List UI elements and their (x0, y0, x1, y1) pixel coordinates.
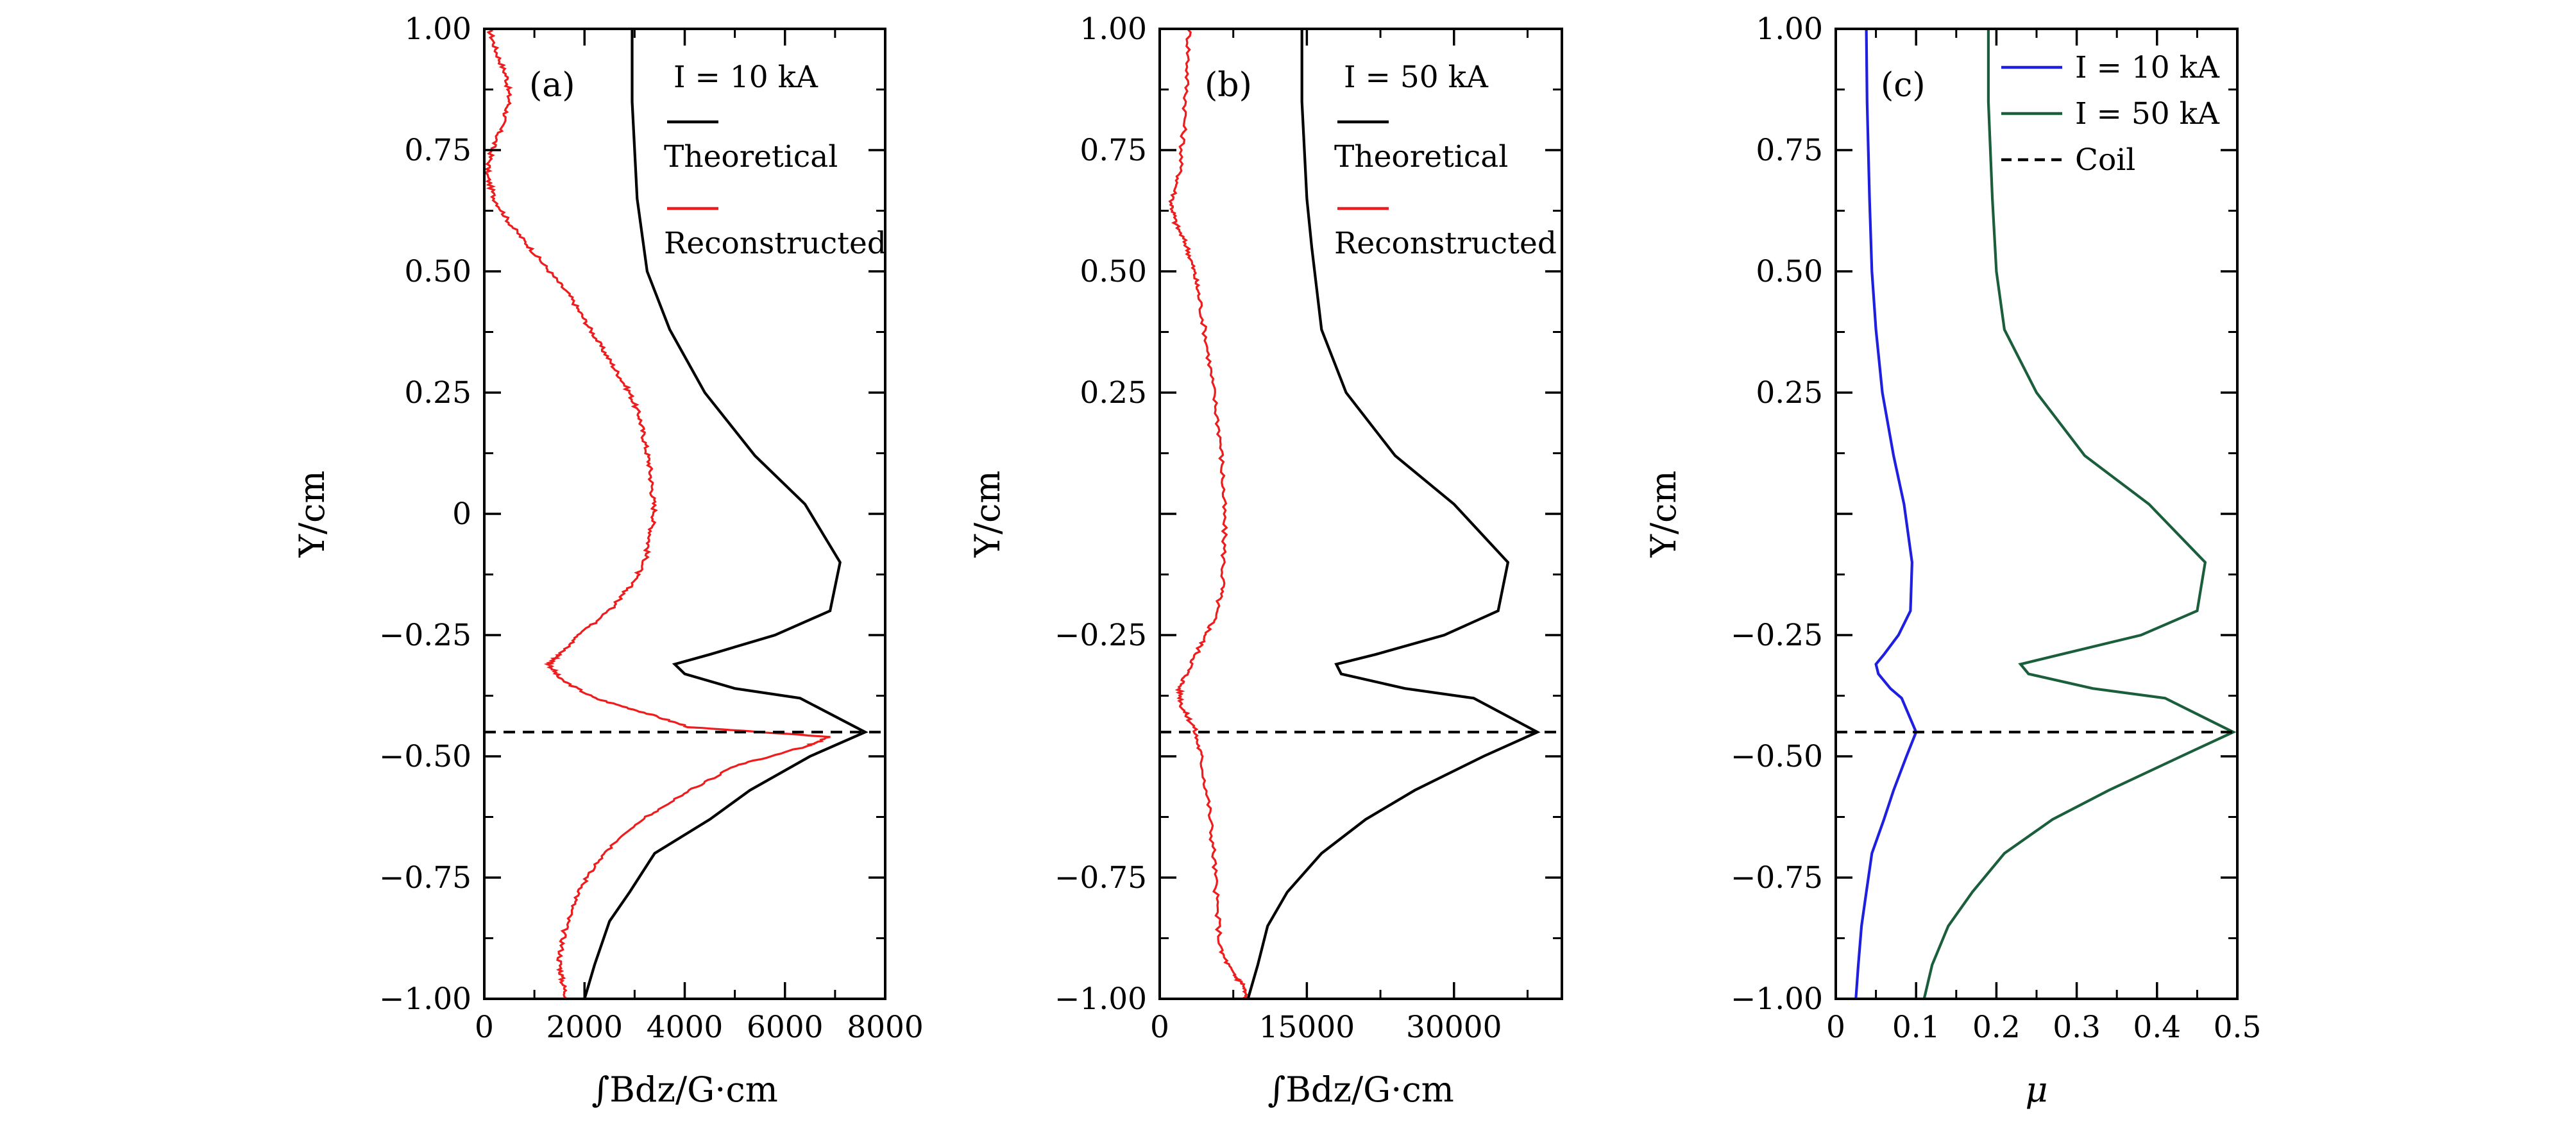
x-tick-label: 0.4 (2133, 1010, 2181, 1045)
legend-title: I = 10 kA (674, 60, 818, 95)
y-tick-label: 1.00 (1756, 12, 1823, 47)
y-tick-label: −0.75 (1731, 860, 1823, 896)
panel-label: (b) (1205, 66, 1252, 105)
x-tick-label: 8000 (847, 1010, 924, 1045)
legend-label: Reconstructed (664, 226, 886, 261)
y-tick-label: 0.25 (1080, 375, 1147, 411)
x-tick-label: 0 (1826, 1010, 1845, 1045)
legend-label: I = 50 kA (2075, 96, 2220, 132)
y-tick-label: 0.25 (404, 375, 471, 411)
series-line-reconstructed (484, 29, 831, 999)
y-tick-label: −1.00 (379, 982, 471, 1017)
series-line-i-50-ka (1922, 29, 2237, 999)
plot-frame (1835, 28, 2239, 1000)
legend-label: Theoretical (664, 139, 838, 174)
series-line-theoretical (1246, 29, 1541, 999)
x-tick-label: 0.3 (2053, 1010, 2101, 1045)
x-tick-label: 2000 (546, 1010, 623, 1045)
x-tick-label: 0.5 (2214, 1010, 2262, 1045)
y-tick-label: 0.75 (404, 133, 471, 168)
y-tick-label: 1.00 (404, 12, 471, 47)
x-axis-label: ∫Bdz/G·cm (1267, 1069, 1454, 1110)
x-tick-label: 0.2 (1972, 1010, 2021, 1045)
y-tick-label: −0.50 (1731, 739, 1823, 774)
x-tick-label: 15000 (1259, 1010, 1355, 1045)
series-line-i-10-ka (1854, 29, 1918, 999)
panel-label: (c) (1881, 66, 1926, 105)
y-tick-label: −0.25 (379, 618, 471, 653)
legend-label: Theoretical (1334, 139, 1508, 174)
panel-a: −1.00 −0.75 −0.50 −0.25 0 0.25 0.50 0.75 1.00 0 20… (292, 12, 924, 1110)
y-tick-label: −0.75 (1055, 860, 1147, 896)
y-tick-label: 1.00 (1080, 12, 1147, 47)
legend-label: I = 10 kA (2075, 50, 2220, 85)
y-tick-label: −0.75 (379, 860, 471, 896)
x-axis-label: μ (2025, 1069, 2047, 1110)
y-tick-label: 0 (452, 497, 471, 532)
panel-c: −1.00 −0.75 −0.50 −0.25 0.25 0.50 0.75 1.00 0 0.1… (1643, 12, 2261, 1110)
series-line-theoretical (583, 29, 869, 999)
panel-b: −1.00 −0.75 −0.25 0.25 0.50 0.75 1.00 0 15000 300… (967, 12, 1563, 1110)
legend-title: I = 50 kA (1344, 60, 1489, 95)
x-tick-label: 30000 (1406, 1010, 1502, 1045)
series-line-reconstructed (1168, 29, 1249, 999)
x-tick-label: 6000 (747, 1010, 824, 1045)
x-tick-label: 0 (1150, 1010, 1169, 1045)
y-tick-label: 0.50 (404, 254, 471, 289)
y-axis-label: Y/cm (292, 470, 332, 557)
panel-label: (a) (529, 66, 575, 105)
y-axis-label: Y/cm (1643, 470, 1684, 557)
y-tick-label: −1.00 (1731, 982, 1823, 1017)
x-tick-label: 0.1 (1892, 1010, 1940, 1045)
legend-label: Coil (2075, 142, 2135, 178)
x-tick-label: 0 (475, 1010, 494, 1045)
y-tick-label: 0.25 (1756, 375, 1823, 411)
y-tick-label: −0.25 (1055, 618, 1147, 653)
x-axis-label: ∫Bdz/G·cm (591, 1069, 778, 1110)
y-tick-label: −1.00 (1055, 982, 1147, 1017)
y-tick-label: −0.25 (1731, 618, 1823, 653)
y-tick-label: −0.50 (379, 739, 471, 774)
legend-label: Reconstructed (1334, 226, 1557, 261)
y-tick-label: 0.75 (1080, 133, 1147, 168)
x-tick-label: 4000 (647, 1010, 724, 1045)
y-tick-label: 0.50 (1080, 254, 1147, 289)
y-axis-label: Y/cm (967, 470, 1008, 557)
y-tick-label: 0.75 (1756, 133, 1823, 168)
y-tick-label: 0.50 (1756, 254, 1823, 289)
